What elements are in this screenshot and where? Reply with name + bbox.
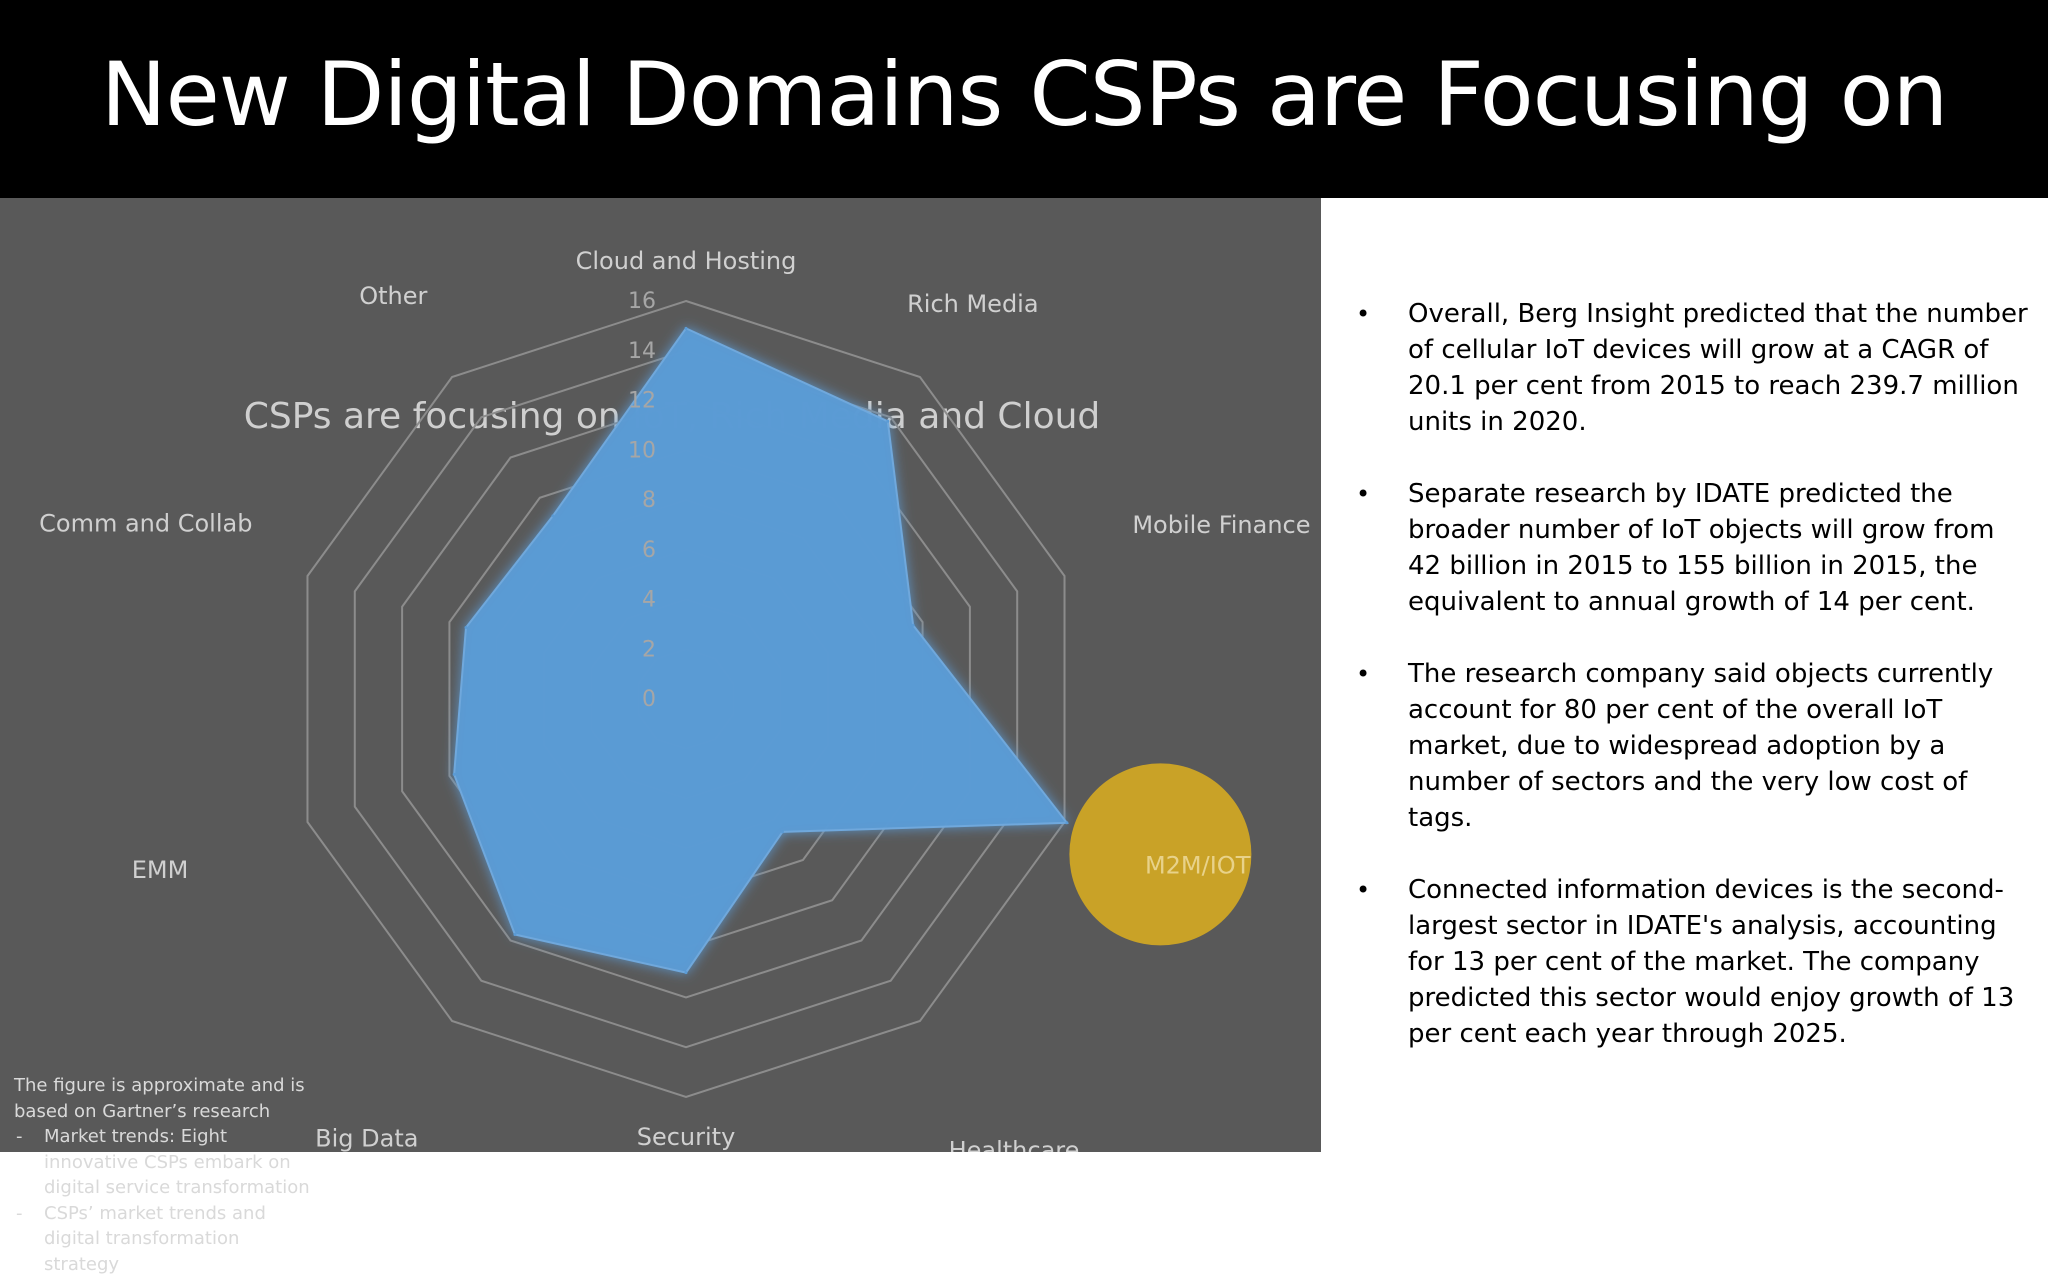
bullet-item: • Overall, Berg Insight predicted that th…: [1350, 296, 2030, 440]
bullet-item: • The research company said objects curre…: [1350, 656, 2030, 836]
data-point: [912, 624, 915, 627]
tick-label: 16: [628, 289, 656, 314]
bullet-list: • Overall, Berg Insight predicted that th…: [1350, 296, 2030, 1052]
category-label: Comm and Collab: [39, 509, 252, 537]
tick-label: 2: [642, 637, 656, 662]
footnote-item: Market trends: Eight innovative CSPs emb…: [14, 1124, 314, 1201]
bullet-dot: •: [1356, 656, 1370, 692]
data-point: [453, 773, 456, 776]
footnote-list: Market trends: Eight innovative CSPs emb…: [14, 1124, 314, 1277]
data-point: [1065, 821, 1068, 824]
category-label: Mobile Finance: [1132, 511, 1310, 539]
footnote: The figure is approximate and is based o…: [14, 1073, 314, 1277]
bullet-dot: •: [1356, 296, 1370, 332]
bullet-text-3: The research company said objects curren…: [1408, 659, 1993, 833]
category-label: Cloud and Hosting: [576, 247, 797, 275]
radar-chart-panel: CSPs are focusing on IoT, Rich Media and…: [0, 198, 1321, 1152]
data-point: [685, 971, 688, 974]
bullet-dot: •: [1356, 476, 1370, 512]
bullet-item: • Connected information devices is the se…: [1350, 872, 2030, 1052]
category-label: M2M/IOT: [1145, 851, 1251, 879]
bullet-text-1: Overall, Berg Insight predicted that the…: [1408, 299, 2028, 437]
data-point: [685, 327, 688, 330]
data-point: [513, 933, 516, 936]
category-label: Other: [359, 282, 427, 310]
data-point: [464, 626, 467, 629]
footnote-intro: The figure is approximate and is based o…: [14, 1073, 314, 1124]
bullet-item: • Separate research by IDATE predicted th…: [1350, 476, 2030, 620]
tick-label: 8: [642, 488, 656, 513]
category-label: Big Data: [315, 1124, 418, 1152]
tick-label: 6: [642, 538, 656, 563]
bullet-text: • Overall, Berg Insight predicted that th…: [1350, 296, 2030, 1088]
bullet-dot: •: [1356, 872, 1370, 908]
bullet-text-2: Separate research by IDATE predicted the…: [1408, 479, 1994, 617]
data-point: [551, 514, 554, 517]
category-label: Security: [637, 1123, 736, 1151]
bullet-text-4: Connected information devices is the sec…: [1408, 875, 2014, 1049]
tick-label: 14: [628, 339, 656, 364]
tick-label: 0: [642, 687, 656, 712]
category-label: Rich Media: [907, 290, 1038, 318]
category-label: Healthcare: [949, 1136, 1080, 1152]
slide-title: New Digital Domains CSPs are Focusing on: [101, 43, 1948, 146]
title-bar: New Digital Domains CSPs are Focusing on: [0, 0, 2048, 198]
footnote-item: CSPs’ market trends and digital transfor…: [14, 1201, 314, 1277]
tick-label: 12: [628, 389, 656, 414]
tick-label: 4: [642, 588, 656, 613]
radar-chart: CSPs are focusing on IoT, Rich Media and…: [0, 198, 1321, 1152]
data-point: [886, 420, 889, 423]
data-point: [781, 830, 784, 833]
tick-label: 10: [628, 438, 656, 463]
category-label: EMM: [132, 856, 189, 884]
